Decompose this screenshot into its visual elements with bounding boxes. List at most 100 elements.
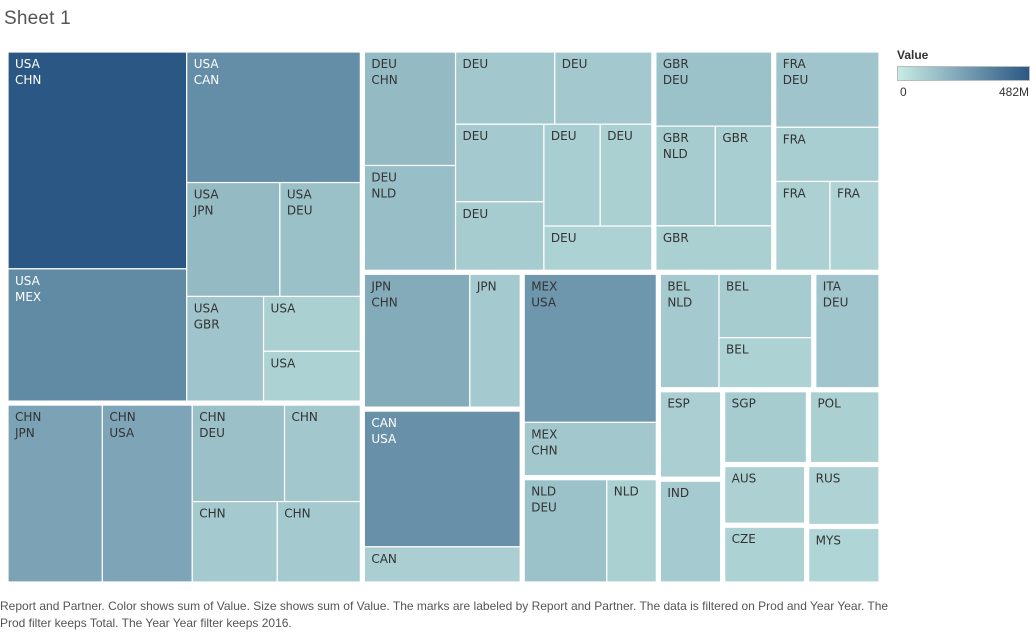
treemap-group-pol: POL [809, 391, 880, 464]
cell-label-report: BEL [667, 279, 690, 293]
treemap-cell-gbr-deu[interactable] [655, 51, 773, 127]
treemap-cell-esp[interactable] [659, 391, 722, 478]
treemap-cell-fra[interactable] [829, 180, 880, 271]
cell-label-report: MEX [531, 427, 557, 441]
treemap-cell-deu[interactable] [543, 123, 601, 227]
treemap-cell-fra-deu[interactable] [775, 51, 880, 128]
treemap-cell-cze[interactable] [724, 526, 806, 583]
treemap-group-esp: ESP [659, 391, 722, 478]
cell-label-partner: JPN [14, 426, 35, 440]
treemap-cell-usa-mex[interactable] [7, 268, 188, 402]
sheet-title: Sheet 1 [4, 8, 71, 29]
treemap-cell-usa[interactable] [262, 295, 361, 352]
cell-label-report: NLD [531, 485, 556, 499]
cell-label-report: CHN [199, 507, 225, 521]
cell-label-report: CHN [15, 410, 41, 424]
cell-label-report: MYS [816, 533, 841, 547]
cell-label-report: IND [667, 486, 689, 500]
cell-label-report: SGP [732, 397, 756, 411]
treemap-cell-chn[interactable] [276, 500, 361, 583]
treemap-cell-bel[interactable] [718, 273, 813, 339]
treemap-cell-ind[interactable] [659, 480, 722, 583]
treemap-cell-rus[interactable] [808, 465, 880, 526]
treemap-cell-fra[interactable] [775, 126, 880, 183]
cell-label-report: GBR [722, 131, 748, 145]
treemap-cell-bel[interactable] [718, 337, 813, 389]
cell-label-report: GBR [663, 57, 689, 71]
treemap-group-mex: MEX USA MEX CHN [523, 273, 657, 477]
cell-label-partner: CHN [531, 443, 557, 457]
treemap-cell-deu[interactable] [554, 51, 653, 125]
treemap-cell-deu[interactable] [454, 201, 545, 271]
cell-label-partner: JPN [193, 204, 214, 218]
cell-label-report: FRA [783, 57, 807, 71]
treemap-cell-mex-usa[interactable] [523, 273, 657, 423]
cell-label-report: USA [287, 188, 313, 202]
treemap-chart: USA CHN USA MEX USA CAN USA JPN USA DEU USA GBR USA U… [7, 51, 880, 583]
treemap-cell-ita-deu[interactable] [815, 273, 880, 389]
cell-label-report: MEX [531, 279, 557, 293]
treemap-cell-nld[interactable] [606, 479, 657, 583]
treemap-cell-can[interactable] [363, 546, 521, 583]
treemap-cell-sgp[interactable] [724, 391, 808, 464]
treemap-cell-gbr[interactable] [655, 225, 773, 271]
treemap-group-can: CAN USA CAN [363, 410, 521, 583]
treemap-cell-pol[interactable] [809, 391, 880, 464]
cell-label-partner: DEU [287, 204, 313, 218]
treemap-cell-mex-chn[interactable] [523, 421, 657, 477]
treemap-cell-fra[interactable] [775, 180, 831, 271]
cell-label-partner: MEX [15, 290, 41, 304]
cell-label-report: DEU [551, 231, 577, 245]
cell-label-report: NLD [614, 485, 639, 499]
cell-label-partner: CAN [194, 73, 220, 87]
cell-label-partner: CHN [371, 295, 397, 309]
treemap-cell-deu-nld[interactable] [363, 164, 457, 271]
treemap-cell-gbr[interactable] [714, 125, 773, 227]
treemap-group-ita: ITA DEU [815, 273, 880, 389]
cell-label-report: AUS [732, 472, 757, 486]
treemap-cell-usa-can[interactable] [186, 51, 361, 184]
chart-caption: Report and Partner. Color shows sum of V… [0, 599, 889, 630]
treemap-group-gbr: GBR DEU GBR NLD GBR GBR [655, 51, 773, 271]
cell-label-report: CAN [371, 552, 397, 566]
cell-label-partner: NLD [667, 295, 692, 309]
treemap-group-ind: IND [659, 480, 722, 583]
treemap-cell-deu-chn[interactable] [363, 51, 457, 167]
cell-label-report: USA [194, 57, 220, 71]
treemap-cell-chn-usa[interactable] [101, 404, 193, 583]
cell-label-report: DEU [371, 57, 397, 71]
treemap-cell-deu[interactable] [599, 123, 653, 227]
cell-label-partner: DEU [663, 73, 689, 87]
treemap-cell-nld-deu[interactable] [523, 479, 608, 583]
treemap-cell-chn-jpn[interactable] [7, 404, 103, 583]
treemap-cell-bel-nld[interactable] [659, 273, 720, 389]
cell-label-report: USA [15, 57, 41, 71]
treemap-cell-aus[interactable] [724, 465, 806, 524]
treemap-cell-chn-deu[interactable] [191, 404, 286, 503]
treemap-cell-usa[interactable] [262, 350, 361, 402]
cell-label-report: JPN [370, 279, 391, 293]
cell-label-report: USA [271, 301, 297, 315]
cell-label-report: USA [271, 356, 297, 370]
cell-label-partner: USA [531, 295, 557, 309]
cell-label-report: RUS [816, 472, 841, 486]
color-legend: Value 0 482M [897, 48, 1031, 99]
treemap-cell-chn[interactable] [191, 500, 278, 583]
cell-label-partner: USA [109, 426, 135, 440]
treemap-cell-deu[interactable] [543, 225, 653, 271]
cell-label-report: CZE [732, 532, 756, 546]
treemap-group-cze: CZE [724, 526, 806, 583]
treemap-group-nld: NLD DEU NLD [523, 479, 657, 583]
treemap-cell-jpn[interactable] [469, 273, 521, 408]
cell-label-report: USA [194, 188, 220, 202]
cell-label-report: DEU [551, 129, 577, 143]
treemap-cell-usa-deu[interactable] [279, 181, 361, 298]
treemap-cell-deu[interactable] [454, 51, 556, 125]
cell-label-partner: DEU [823, 295, 849, 309]
treemap-group-mys: MYS [808, 527, 880, 583]
treemap-cell-jpn-chn[interactable] [363, 273, 471, 408]
cell-label-report: DEU [463, 207, 489, 221]
cell-label-partner: NLD [663, 147, 688, 161]
treemap-group-usa: USA CHN USA MEX USA CAN USA JPN USA DEU USA GBR USA U… [7, 51, 361, 402]
treemap-cell-mys[interactable] [808, 527, 880, 583]
